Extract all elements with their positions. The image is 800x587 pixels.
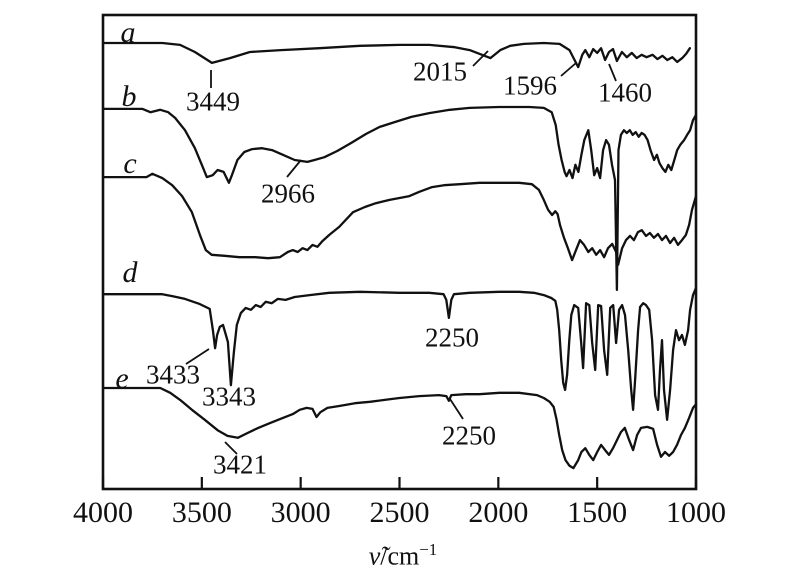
- peak-label-1460: 1460: [598, 77, 652, 108]
- spectrum-curve-c: [101, 172, 698, 266]
- peak-label-2966: 2966: [261, 178, 315, 209]
- spectrum-curve-b: [101, 105, 698, 292]
- x-tick-label-3000: 3000: [270, 496, 331, 529]
- series-label-d: d: [122, 256, 138, 289]
- spectrum-curve-d: [101, 286, 698, 421]
- series-label-e: e: [115, 362, 129, 395]
- peak-label-2015: 2015: [413, 56, 467, 87]
- peak-label-2250: 2250: [442, 420, 496, 451]
- peak-leader-1596: [560, 62, 577, 77]
- peak-leader-2250: [449, 398, 464, 420]
- x-tick-label-3500: 3500: [171, 496, 232, 529]
- x-tick-label-1500: 1500: [567, 496, 628, 529]
- x-axis-title-unit: /cm: [380, 541, 420, 571]
- series-label-c: c: [123, 147, 137, 180]
- peak-leader-3433: [185, 348, 210, 365]
- peak-leader-2966: [286, 159, 302, 178]
- x-tick-label-4000: 4000: [73, 496, 133, 529]
- series-label-b: b: [121, 80, 137, 113]
- peak-leader-3421: [224, 441, 238, 455]
- peak-label-3421: 3421: [213, 449, 267, 480]
- peak-leader-1460: [608, 63, 617, 82]
- x-tick-label-2000: 2000: [468, 496, 529, 529]
- spectrum-curve-a: [101, 41, 692, 69]
- x-tick-label-2500: 2500: [369, 496, 430, 529]
- series-label-a: a: [120, 16, 136, 49]
- peak-label-1596: 1596: [503, 70, 557, 101]
- peak-label-3449: 3449: [186, 86, 240, 117]
- x-tick-label-1000: 1000: [666, 496, 726, 529]
- spectrum-curve-e: [101, 386, 698, 470]
- x-axis-title-nu: ν̃: [368, 541, 381, 571]
- peak-label-3433: 3433: [146, 359, 200, 390]
- peak-label-2250: 2250: [425, 322, 479, 353]
- peak-label-3343: 3343: [202, 381, 256, 412]
- peak-leader-2015: [472, 50, 489, 67]
- x-axis-title-exponent: −1: [419, 540, 438, 559]
- x-axis-title: ν̃/cm−1: [368, 540, 438, 571]
